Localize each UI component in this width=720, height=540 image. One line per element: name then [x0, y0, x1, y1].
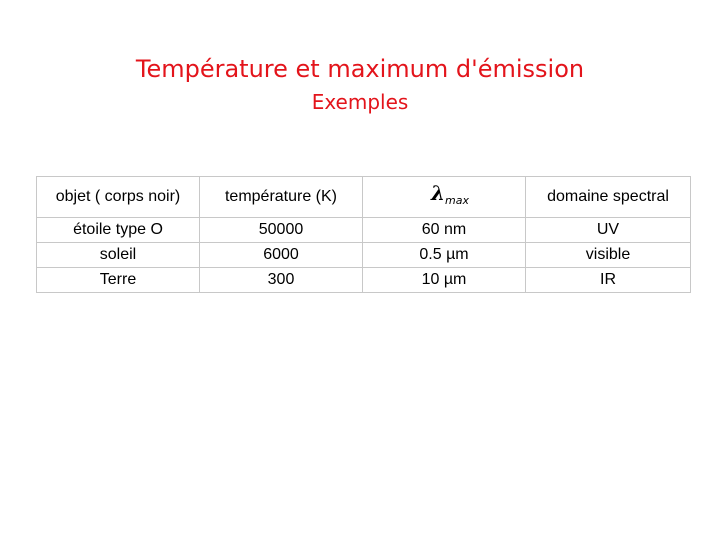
cell-temperature: 300: [199, 267, 363, 293]
slide-subtitle: Exemples: [311, 90, 409, 114]
header-object: objet ( corps noir): [36, 176, 200, 218]
cell-object: Terre: [36, 267, 200, 293]
cell-lambda: 10 µm: [362, 267, 526, 293]
slide-title: Température et maximum d'émission: [135, 55, 585, 83]
cell-domain: UV: [525, 217, 691, 243]
cell-domain: IR: [525, 267, 691, 293]
lambda-subscript: max: [445, 194, 469, 207]
table-row: soleil 6000 0.5 µm visible: [36, 242, 691, 268]
table-row: étoile type O 50000 60 nm UV: [36, 217, 691, 243]
cell-object: soleil: [36, 242, 200, 268]
header-lambda-max: λmax: [362, 176, 526, 218]
cell-lambda: 60 nm: [362, 217, 526, 243]
cell-domain: visible: [525, 242, 691, 268]
header-temperature: température (K): [199, 176, 363, 218]
cell-lambda: 0.5 µm: [362, 242, 526, 268]
cell-object: étoile type O: [36, 217, 200, 243]
table-header-row: objet ( corps noir) température (K) λmax…: [36, 176, 691, 218]
emission-table: objet ( corps noir) température (K) λmax…: [36, 176, 691, 293]
lambda-symbol: λ: [431, 181, 446, 205]
cell-temperature: 6000: [199, 242, 363, 268]
table-row: Terre 300 10 µm IR: [36, 267, 691, 293]
header-domain: domaine spectral: [525, 176, 691, 218]
cell-temperature: 50000: [199, 217, 363, 243]
